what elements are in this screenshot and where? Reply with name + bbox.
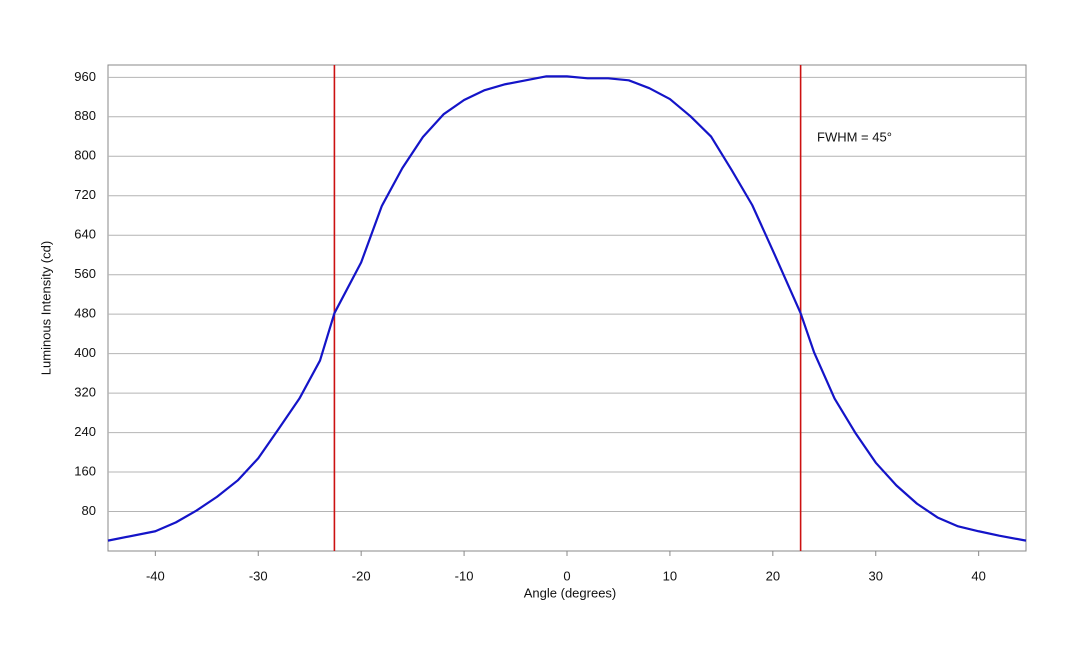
y-tick-label: 320 (74, 385, 96, 400)
x-tick-label: 30 (869, 568, 883, 583)
x-tick-label: 0 (563, 568, 570, 583)
x-tick-label: -10 (455, 568, 474, 583)
annotation: FWHM = 45° (817, 129, 892, 144)
y-tick-label: 960 (74, 69, 96, 84)
y-tick-label: 240 (74, 424, 96, 439)
x-tick-label: -40 (146, 568, 165, 583)
x-tick-label: 20 (766, 568, 780, 583)
x-axis-label: Angle (degrees) (524, 585, 617, 600)
x-tick-label: -20 (352, 568, 371, 583)
x-tick-label: 40 (971, 568, 985, 583)
x-tick-label: -30 (249, 568, 268, 583)
y-tick-label: 480 (74, 306, 96, 321)
x-tick-label: 10 (663, 568, 677, 583)
y-tick-label: 800 (74, 148, 96, 163)
y-tick-label: 80 (82, 503, 96, 518)
y-tick-label: 640 (74, 227, 96, 242)
y-tick-label: 720 (74, 187, 96, 202)
intensity-curve (107, 75, 1027, 542)
y-axis-label: Luminous Intensity (cd) (38, 241, 53, 375)
y-tick-label: 880 (74, 108, 96, 123)
y-tick-label: 400 (74, 345, 96, 360)
plot-frame (107, 64, 1027, 552)
y-tick-label: 560 (74, 266, 96, 281)
y-tick-label: 160 (74, 463, 96, 478)
